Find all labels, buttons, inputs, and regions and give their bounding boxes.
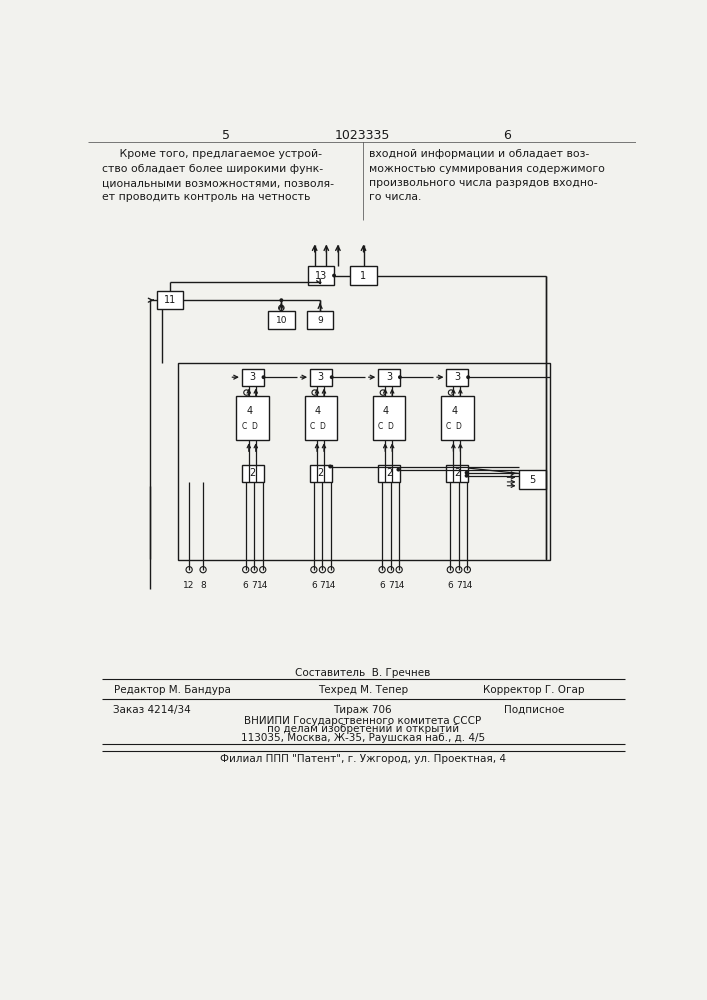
Bar — [378, 465, 400, 482]
Bar — [307, 311, 333, 329]
Text: 2: 2 — [454, 468, 460, 478]
Text: 7: 7 — [456, 581, 462, 590]
Text: 6: 6 — [379, 581, 385, 590]
Bar — [446, 465, 468, 482]
Text: C  D: C D — [310, 422, 326, 431]
Circle shape — [328, 465, 332, 468]
Bar — [308, 266, 334, 285]
Circle shape — [262, 375, 265, 379]
Text: 1: 1 — [361, 271, 366, 281]
Text: 9: 9 — [317, 316, 323, 325]
Text: 3: 3 — [454, 372, 460, 382]
Text: 113035, Москва, Ж-35, Раушская наб., д. 4/5: 113035, Москва, Ж-35, Раушская наб., д. … — [240, 733, 485, 743]
Text: Подписное: Подписное — [504, 705, 564, 715]
Text: по делам изобретений и открытий: по делам изобретений и открытий — [267, 724, 459, 734]
Text: Заказ 4214/34: Заказ 4214/34 — [113, 705, 191, 715]
Text: 14: 14 — [462, 581, 473, 590]
Text: 7: 7 — [252, 581, 257, 590]
Bar — [446, 369, 468, 386]
Text: Тираж 706: Тираж 706 — [334, 705, 392, 715]
Bar — [310, 369, 332, 386]
Circle shape — [398, 375, 402, 379]
Text: 4: 4 — [383, 406, 389, 416]
Bar — [242, 465, 264, 482]
Bar — [351, 266, 377, 285]
Text: 10: 10 — [276, 316, 287, 325]
Text: Редактор М. Бандура: Редактор М. Бандура — [114, 685, 230, 695]
Text: C  D: C D — [446, 422, 462, 431]
Text: C  D: C D — [242, 422, 257, 431]
Text: 14: 14 — [394, 581, 405, 590]
Bar — [236, 396, 269, 440]
Text: 11: 11 — [163, 295, 176, 305]
Bar — [156, 291, 183, 309]
Text: Филиал ППП "Патент", г. Ужгород, ул. Проектная, 4: Филиал ППП "Патент", г. Ужгород, ул. Про… — [220, 754, 506, 764]
Text: входной информации и обладает воз-
можностью суммирования содержимого
произвольн: входной информации и обладает воз- можно… — [369, 149, 604, 202]
Text: 6: 6 — [243, 581, 249, 590]
Text: Корректор Г. Огар: Корректор Г. Огар — [484, 685, 585, 695]
Text: 6: 6 — [311, 581, 317, 590]
Text: 5: 5 — [221, 129, 230, 142]
Bar — [310, 465, 332, 482]
Text: 2: 2 — [386, 468, 392, 478]
Circle shape — [466, 375, 470, 379]
Text: 7: 7 — [387, 581, 394, 590]
Circle shape — [464, 471, 469, 475]
Text: 5: 5 — [530, 475, 536, 485]
Text: 6: 6 — [503, 129, 511, 142]
Text: Техред М. Тепер: Техред М. Тепер — [317, 685, 408, 695]
Bar — [268, 311, 295, 329]
Text: C  D: C D — [378, 422, 394, 431]
Bar — [305, 396, 337, 440]
Bar — [177, 363, 549, 560]
Text: 3: 3 — [250, 372, 256, 382]
Text: ВНИИПИ Государственного комитета СССР: ВНИИПИ Государственного комитета СССР — [244, 716, 481, 726]
Bar — [378, 369, 400, 386]
Text: 7: 7 — [320, 581, 325, 590]
Circle shape — [332, 274, 336, 277]
Text: Составитель  В. Гречнев: Составитель В. Гречнев — [295, 668, 431, 678]
Circle shape — [397, 468, 400, 472]
Text: 2: 2 — [317, 468, 324, 478]
Text: 2: 2 — [250, 468, 256, 478]
Text: 3: 3 — [318, 372, 324, 382]
Text: 14: 14 — [325, 581, 337, 590]
Text: 1023335: 1023335 — [335, 129, 390, 142]
Text: Кроме того, предлагаемое устрой-
ство обладает более широкими функ-
циональными : Кроме того, предлагаемое устрой- ство об… — [103, 149, 334, 202]
Text: 14: 14 — [257, 581, 269, 590]
Text: 8: 8 — [200, 581, 206, 590]
Bar — [242, 369, 264, 386]
Circle shape — [464, 474, 469, 478]
Text: 12: 12 — [183, 581, 195, 590]
Circle shape — [329, 375, 334, 379]
Text: 6: 6 — [448, 581, 453, 590]
Text: 4: 4 — [451, 406, 457, 416]
Circle shape — [279, 298, 284, 302]
Text: 4: 4 — [315, 406, 321, 416]
Text: 3: 3 — [386, 372, 392, 382]
Bar — [518, 470, 547, 489]
Text: 13: 13 — [315, 271, 327, 281]
Text: 4: 4 — [247, 406, 252, 416]
Bar — [441, 396, 474, 440]
Bar — [373, 396, 405, 440]
